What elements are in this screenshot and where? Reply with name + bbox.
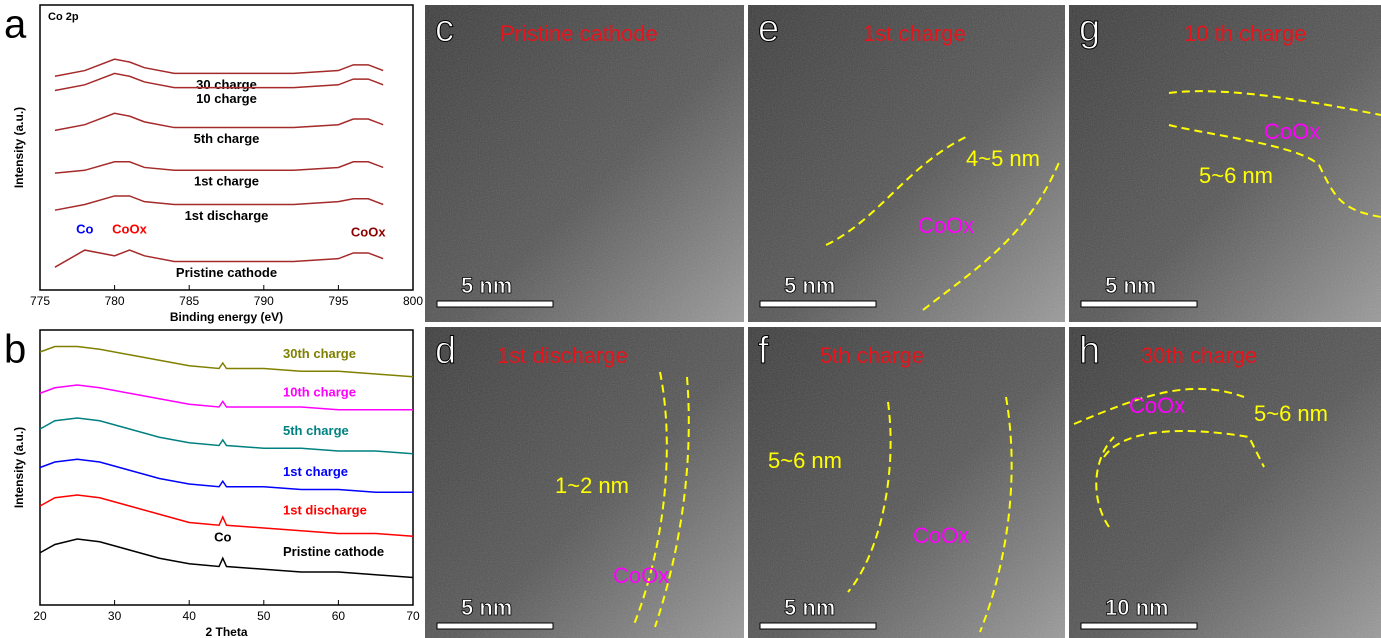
series-label: Pristine cathode: [283, 544, 384, 559]
x-tick-label: 20: [33, 609, 47, 623]
scale-bar: [760, 623, 876, 629]
panel-letter: b: [4, 328, 26, 372]
x-tick-label: 800: [403, 294, 423, 308]
tem-panel: e 1st charge 5 nm 4~5 nm CoOx: [748, 5, 1065, 322]
series-label: 1st charge: [283, 464, 348, 479]
annotation: 5~6 nm: [1199, 163, 1273, 188]
tem-panel: f 5th charge 5 nm 5~6 nm CoOx: [748, 327, 1065, 638]
peak-label: Co: [214, 530, 231, 545]
panel-title: 1st discharge: [497, 343, 628, 368]
x-tick-label: 790: [254, 294, 274, 308]
x-tick-label: 40: [183, 609, 197, 623]
annotation: CoOx: [913, 523, 969, 548]
tem-panel: d 1st discharge 5 nm 1~2 nm CoOx: [425, 327, 744, 638]
annotation: CoOx: [918, 213, 974, 238]
tem-panel: g 10 th charge 5 nm CoOx 5~6 nm: [1069, 5, 1381, 322]
series-label: 10 charge: [196, 91, 257, 106]
series-label: 1st discharge: [283, 503, 367, 518]
scale-bar: [1081, 301, 1197, 307]
spectrum: [40, 385, 413, 410]
series-label: 30th charge: [283, 346, 356, 361]
panel-letter: a: [4, 3, 27, 47]
tem-panel: h 30th charge 10 nm CoOx 5~6 nm: [1069, 327, 1381, 638]
series-label: 1st charge: [194, 174, 259, 189]
series-label: Pristine cathode: [176, 265, 277, 280]
spectrum: [40, 347, 413, 377]
x-tick-label: 30: [108, 609, 122, 623]
annotation: CoOx: [613, 563, 669, 588]
annotation: CoOx: [1129, 393, 1185, 418]
scale-label: 10 nm: [1105, 595, 1169, 620]
panel-title: Pristine cathode: [500, 21, 658, 46]
spectrum: [55, 162, 383, 173]
x-axis-label: 2 Theta: [205, 625, 247, 638]
panel-letter: d: [435, 330, 456, 372]
panel-title: 10 th charge: [1184, 21, 1306, 46]
x-tick-label: 775: [30, 294, 50, 308]
scale-label: 5 nm: [1105, 273, 1156, 298]
annotation: 1~2 nm: [555, 473, 629, 498]
annotation: CoOx: [1264, 119, 1320, 144]
panel-letter: e: [758, 8, 779, 50]
panel-title: 1st charge: [863, 21, 966, 46]
series-label: 5th charge: [194, 131, 260, 146]
chart-title: Co 2p: [48, 11, 79, 23]
x-tick-label: 780: [105, 294, 125, 308]
panel-letter: h: [1079, 330, 1100, 372]
panel-letter: f: [758, 330, 769, 372]
scale-label: 5 nm: [784, 595, 835, 620]
plot-frame: [40, 5, 413, 290]
tem-grain: [1069, 327, 1381, 638]
tem-panel: c Pristine cathode 5 nm: [425, 5, 744, 322]
spectrum: [40, 459, 413, 492]
scale-bar: [1081, 623, 1197, 629]
series-label: 5th charge: [283, 423, 349, 438]
panel-letter: c: [435, 8, 454, 50]
figure: a Co 2p 775 780 785 790 795 800 Binding energy (…: [0, 0, 1381, 638]
peak-label: CoOx: [112, 222, 147, 237]
x-tick-label: 70: [406, 609, 420, 623]
series-label: 10th charge: [283, 384, 356, 399]
annotation: 4~5 nm: [966, 146, 1040, 171]
y-axis-label: Intensity (a.u.): [12, 427, 26, 508]
x-tick-label: 60: [332, 609, 346, 623]
series-label: 1st discharge: [185, 208, 269, 223]
peak-label: CoOx: [351, 224, 386, 239]
series-label: 30 charge: [196, 77, 257, 92]
x-tick-label: 795: [328, 294, 348, 308]
panel-title: 30th charge: [1141, 343, 1257, 368]
scale-bar: [437, 623, 553, 629]
plot-frame: [40, 330, 413, 605]
scale-label: 5 nm: [784, 273, 835, 298]
scale-label: 5 nm: [461, 595, 512, 620]
annotation: 5~6 nm: [768, 448, 842, 473]
peak-label: Co: [76, 222, 93, 237]
panel-letter: g: [1079, 8, 1100, 50]
x-tick-label: 785: [179, 294, 199, 308]
panel-title: 5th charge: [820, 343, 924, 368]
scale-label: 5 nm: [461, 273, 512, 298]
spectrum: [55, 59, 383, 76]
y-axis-label: Intensity (a.u.): [12, 107, 26, 188]
spectrum: [40, 418, 413, 454]
x-tick-label: 50: [257, 609, 271, 623]
scale-bar: [760, 301, 876, 307]
x-axis-label: Binding energy (eV): [170, 310, 283, 324]
tem-grain: [748, 327, 1065, 638]
scale-bar: [437, 301, 553, 307]
spectrum: [55, 113, 383, 130]
annotation: 5~6 nm: [1254, 401, 1328, 426]
